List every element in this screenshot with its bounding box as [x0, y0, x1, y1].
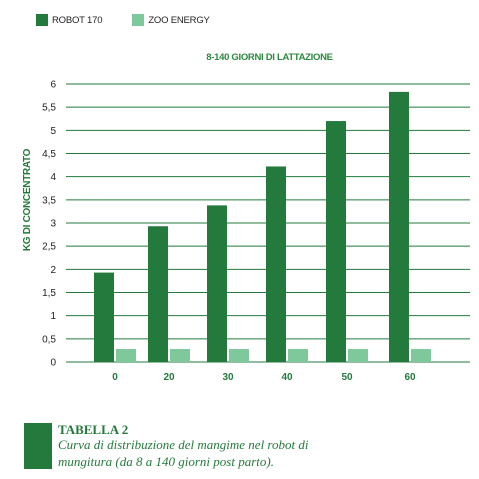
- y-tick-label: 2,5: [42, 242, 56, 253]
- bar-zoo-energy: [288, 349, 308, 362]
- y-tick-label: 1: [50, 311, 56, 322]
- bar-robot-170: [266, 166, 286, 362]
- y-tick-label: 3,5: [42, 195, 56, 206]
- caption-title: TABELLA 2: [58, 422, 129, 437]
- bar-robot-170: [94, 272, 114, 362]
- y-tick-label: 5: [50, 126, 56, 137]
- bar-zoo-energy: [116, 349, 136, 362]
- legend-item-robot: ROBOT 170: [36, 14, 103, 26]
- legend-swatch-zoo: [132, 14, 145, 26]
- bar-robot-170: [326, 121, 346, 362]
- bar-robot-170: [207, 205, 227, 362]
- y-axis-label: KG DI CONCENTRATO: [22, 148, 33, 251]
- bar-zoo-energy: [229, 349, 249, 362]
- x-tick-label: 40: [281, 372, 293, 383]
- caption-line-2: mungitura (da 8 a 140 giorni post parto)…: [58, 454, 274, 469]
- x-tick-label: 60: [404, 372, 416, 383]
- chart-title: 8-140 GIORNI DI LATTAZIONE: [206, 52, 333, 63]
- bar-zoo-energy: [170, 349, 190, 362]
- y-tick-label: 5,5: [42, 103, 56, 114]
- caption-text: TABELLA 2 Curva di distribuzione del man…: [52, 423, 308, 470]
- legend: ROBOT 170 ZOO ENERGY: [36, 14, 210, 26]
- caption: TABELLA 2 Curva di distribuzione del man…: [24, 423, 308, 470]
- y-tick-label: 4: [50, 172, 56, 183]
- legend-label-zoo: ZOO ENERGY: [148, 14, 210, 26]
- bar-zoo-energy: [348, 349, 368, 362]
- x-tick-label: 0: [112, 372, 118, 383]
- caption-line-1: Curva di distribuzione del mangime nel r…: [58, 437, 309, 452]
- bar-robot-170: [148, 226, 168, 362]
- bar-zoo-energy: [411, 349, 431, 362]
- y-tick-label: 1,5: [42, 288, 56, 299]
- y-tick-label: 6: [50, 80, 56, 91]
- caption-accent-bar: [24, 423, 52, 469]
- legend-label-robot: ROBOT 170: [52, 14, 103, 26]
- y-tick-label: 2: [50, 265, 56, 276]
- y-tick-label: 0,5: [42, 334, 56, 345]
- y-tick-label: 3: [50, 219, 56, 230]
- y-tick-label: 4,5: [42, 149, 56, 160]
- legend-swatch-robot: [36, 14, 48, 26]
- legend-item-zoo: ZOO ENERGY: [132, 14, 210, 26]
- y-tick-label: 0: [50, 358, 56, 369]
- x-tick-label: 50: [341, 372, 353, 383]
- x-tick-label: 20: [163, 372, 175, 383]
- bar-robot-170: [389, 91, 409, 363]
- x-tick-label: 30: [222, 372, 234, 383]
